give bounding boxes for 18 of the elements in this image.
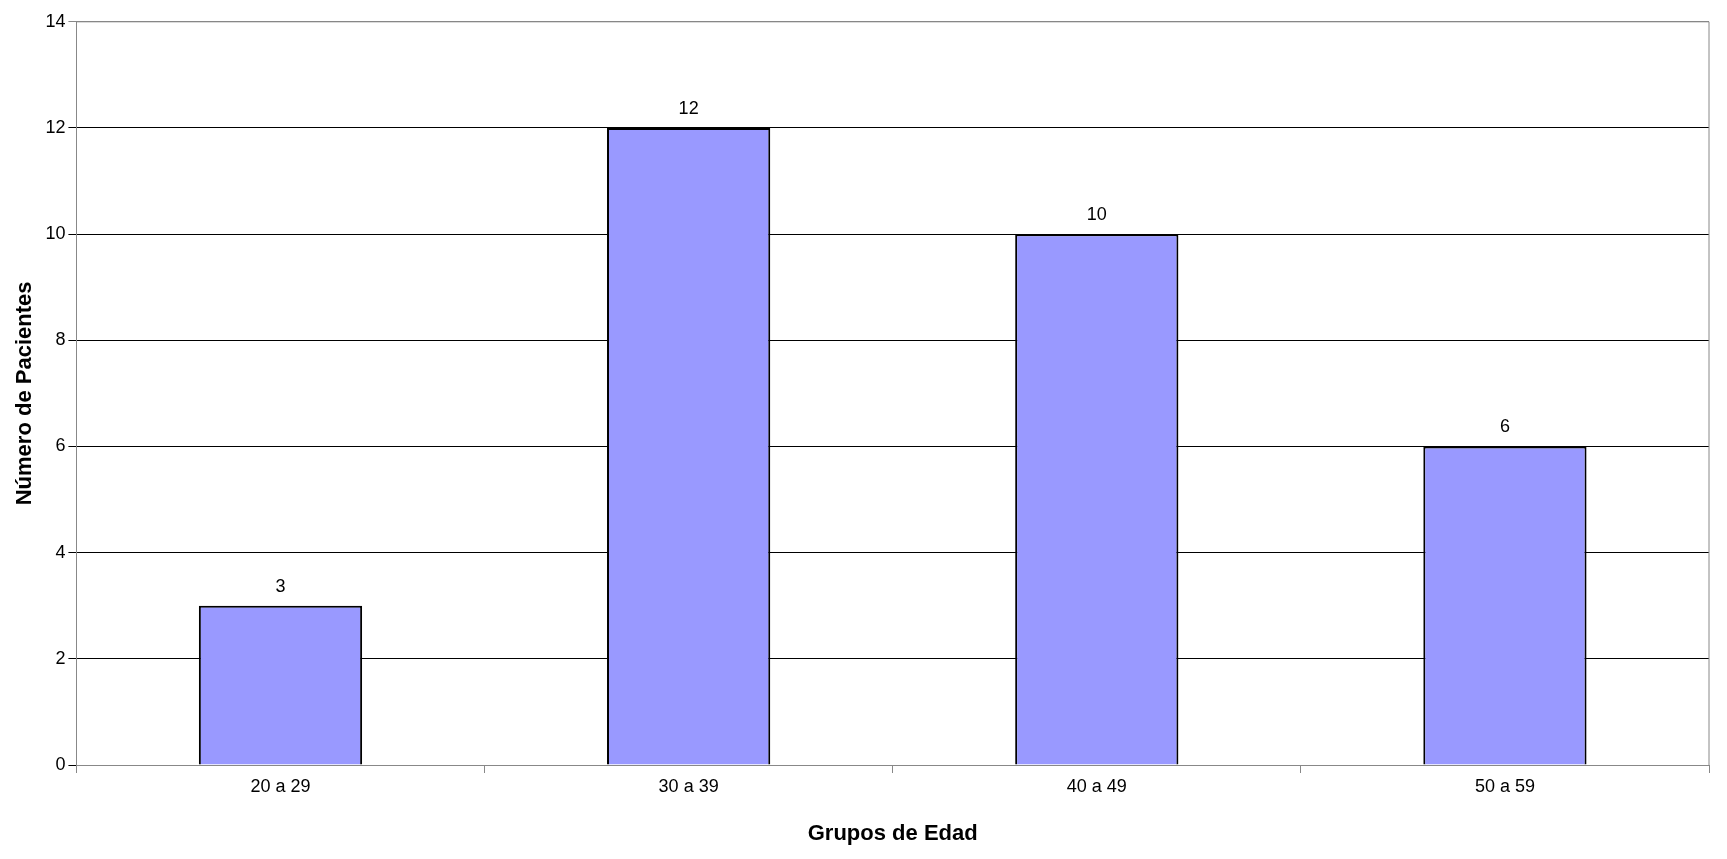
x-tick-label: 50 a 59 <box>1474 775 1535 796</box>
y-tick-label: 12 <box>45 116 66 137</box>
y-tick-label: 2 <box>55 647 66 668</box>
data-label: 6 <box>1499 416 1510 437</box>
data-label: 12 <box>678 97 699 118</box>
y-tick-label: 10 <box>45 223 66 244</box>
y-tick-label: 0 <box>55 753 66 774</box>
x-tick-label: 20 a 29 <box>250 775 311 796</box>
x-tick-label: 40 a 49 <box>1066 775 1127 796</box>
y-tick-label: 8 <box>55 329 66 350</box>
x-axis-title: Grupos de Edad <box>807 819 978 845</box>
y-tick-label: 6 <box>55 435 66 456</box>
data-label: 3 <box>275 575 286 596</box>
y-tick-label: 4 <box>55 541 66 562</box>
y-axis-title: Número de Pacientes <box>11 281 37 506</box>
y-tick-label: 14 <box>45 10 66 31</box>
x-tick-label: 30 a 39 <box>658 775 719 796</box>
data-label: 10 <box>1086 204 1107 225</box>
